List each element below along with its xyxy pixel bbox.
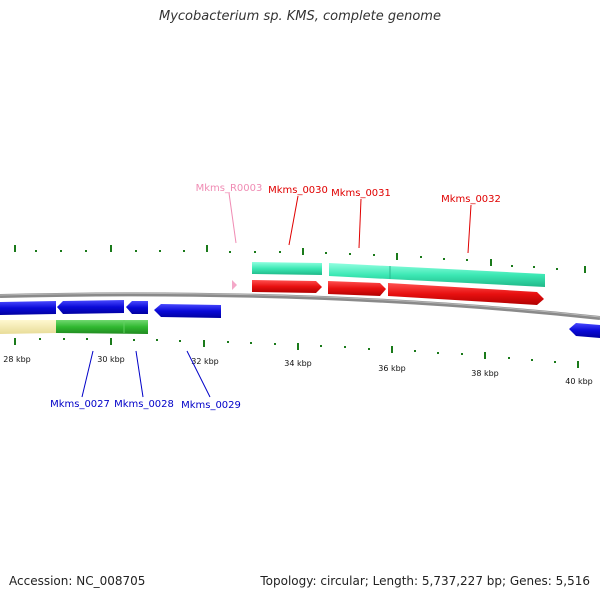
scale-label: 30 kbp <box>97 355 125 364</box>
forward-gene-track <box>232 280 544 305</box>
cds-feature-pale[interactable] <box>0 320 56 334</box>
gene-label-0029[interactable]: Mkms_0029 <box>181 400 241 411</box>
bottom-gene-labels: Mkms_0027 Mkms_0028 Mkms_0029 <box>50 399 241 411</box>
genome-stats-text: Topology: circular; Length: 5,737,227 bp… <box>260 574 590 588</box>
cds-feature-0027-0028[interactable] <box>56 320 148 334</box>
accession-text: Accession: NC_008705 <box>9 574 146 588</box>
gene-label-0031[interactable]: Mkms_0031 <box>331 188 391 199</box>
gene-feature-0030[interactable] <box>252 280 322 293</box>
scale-label: 32 kbp <box>191 357 219 366</box>
upper-tick-row <box>14 245 586 273</box>
cds-feature-0030[interactable] <box>252 262 322 275</box>
genome-backbone <box>0 292 600 320</box>
rna-feature-R0003[interactable] <box>232 280 237 290</box>
scale-labels: 28 kbp 30 kbp 32 kbp 34 kbp 36 kbp 38 kb… <box>3 355 593 386</box>
lower-tick-row <box>14 338 579 368</box>
gene-label-0028[interactable]: Mkms_0028 <box>114 399 174 410</box>
scale-label: 34 kbp <box>284 359 312 368</box>
scale-label: 40 kbp <box>565 377 593 386</box>
gene-feature-0028[interactable] <box>126 301 148 314</box>
scale-label: 36 kbp <box>378 364 406 373</box>
forward-cds-track <box>252 262 545 287</box>
scale-label: 38 kbp <box>471 369 499 378</box>
gene-feature-0026[interactable] <box>0 301 56 315</box>
bottom-label-leaders <box>81 350 211 398</box>
gene-feature-right-edge[interactable] <box>569 323 600 338</box>
top-gene-labels: Mkms_R0003 Mkms_0030 Mkms_0031 Mkms_0032 <box>196 183 501 205</box>
gene-label-0032[interactable]: Mkms_0032 <box>441 194 501 205</box>
gene-feature-0027[interactable] <box>57 300 124 314</box>
page-title: Mycobacterium sp. KMS, complete genome <box>159 9 441 24</box>
gene-label-0027[interactable]: Mkms_0027 <box>50 399 110 410</box>
gene-feature-0032[interactable] <box>388 283 544 305</box>
gene-label-R0003[interactable]: Mkms_R0003 <box>196 183 263 194</box>
gene-feature-0029[interactable] <box>154 304 221 318</box>
cds-feature-0031-0032[interactable] <box>329 263 545 287</box>
top-label-leaders <box>228 192 472 254</box>
gene-feature-0031[interactable] <box>328 281 386 296</box>
reverse-cds-track <box>0 320 148 334</box>
gene-label-0030[interactable]: Mkms_0030 <box>268 185 328 196</box>
reverse-gene-track <box>0 300 600 338</box>
scale-label: 28 kbp <box>3 355 31 364</box>
